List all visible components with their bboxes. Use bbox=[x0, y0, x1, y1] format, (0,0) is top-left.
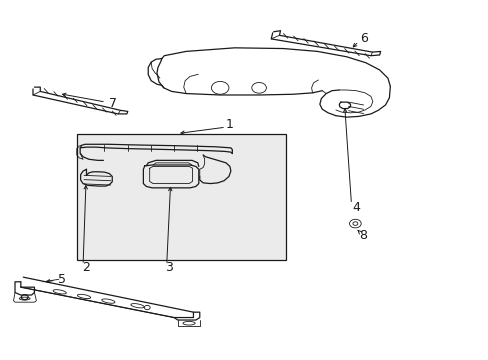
Bar bbox=[77, 134, 285, 260]
Text: 8: 8 bbox=[359, 229, 367, 242]
Text: 2: 2 bbox=[82, 261, 90, 274]
Text: 7: 7 bbox=[109, 97, 117, 110]
Text: 3: 3 bbox=[165, 261, 173, 274]
Text: 6: 6 bbox=[359, 32, 367, 45]
Text: 1: 1 bbox=[225, 118, 233, 131]
Text: 4: 4 bbox=[352, 201, 360, 214]
Text: 5: 5 bbox=[58, 273, 66, 286]
